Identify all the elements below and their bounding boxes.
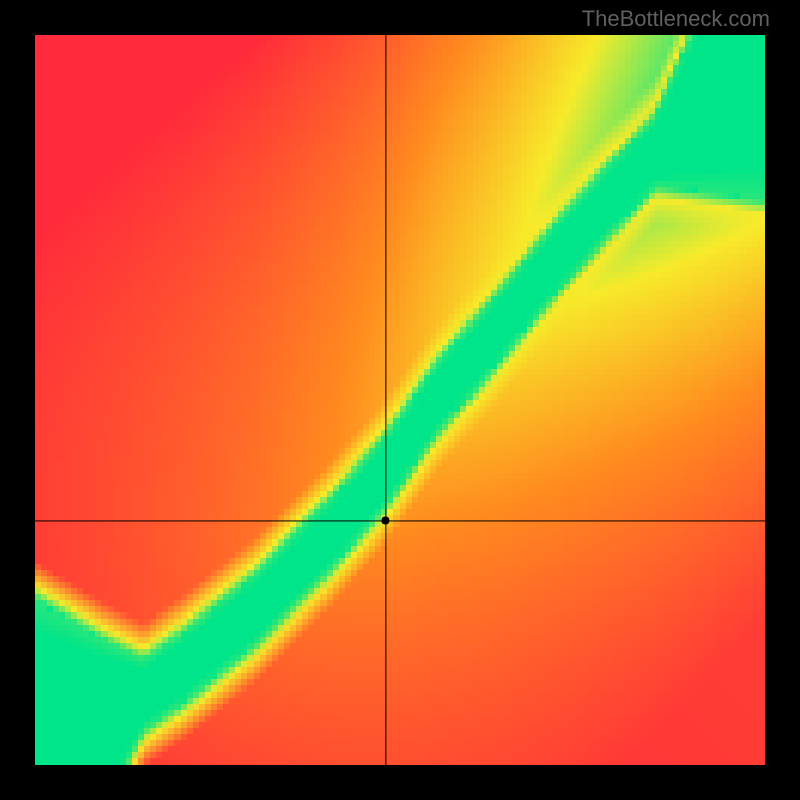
heatmap-plot bbox=[35, 35, 765, 765]
heatmap-canvas bbox=[35, 35, 765, 765]
chart-container: { "watermark": "TheBottleneck.com", "cha… bbox=[0, 0, 800, 800]
watermark-text: TheBottleneck.com bbox=[582, 6, 770, 32]
